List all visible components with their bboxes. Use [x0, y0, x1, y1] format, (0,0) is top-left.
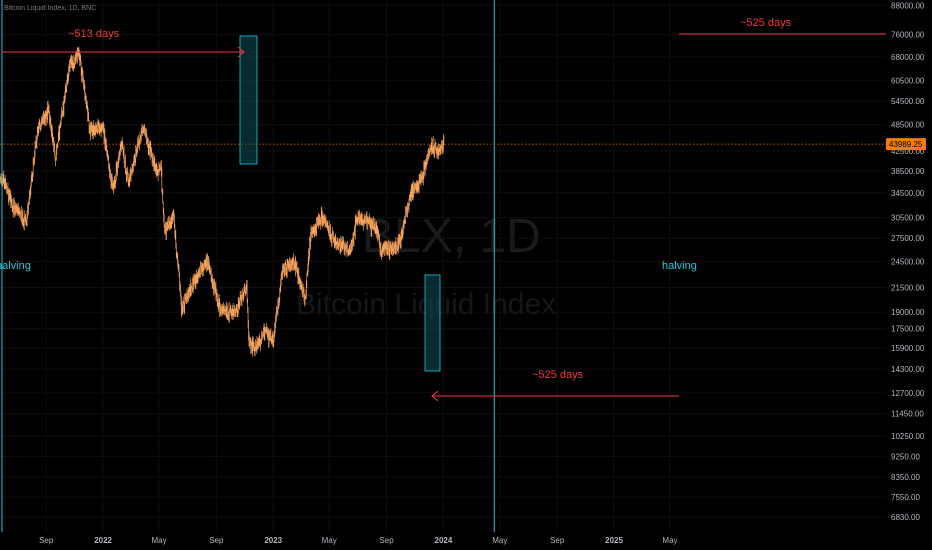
time-axis-ticks: Sep2021MaySep2022MaySep2023MaySep2024May… — [39, 536, 677, 545]
price-axis-tick-label: 27500.00 — [891, 234, 925, 243]
arrow-head-525-days-bottom — [431, 390, 439, 402]
price-axis-tick-label: 10250.00 — [891, 432, 925, 441]
halving-label-right: halving — [662, 260, 697, 272]
highlight-boxes — [239, 35, 441, 372]
price-axis-ticks: 88000.00 76000.00 68000.00 60500.00 54500.00… — [891, 1, 925, 522]
price-axis-tick-label: 11450.00 — [891, 410, 924, 419]
price-axis-tick-label: 24500.00 — [891, 257, 925, 266]
price-axis-tick-label: 14300.00 — [891, 365, 925, 374]
price-axis-tick-label: 6830.00 — [891, 513, 920, 522]
chart-header-title: Bitcoin Liquid Index, 1D, BNC — [4, 5, 96, 12]
time-axis-tick-label: May — [151, 536, 166, 545]
price-axis-tick-label: 68000.00 — [891, 53, 925, 62]
arrow-head-513-days — [237, 46, 245, 58]
price-axis-tick-label: 12700.00 — [891, 389, 925, 398]
price-axis-tick-label: 9250.00 — [891, 452, 920, 461]
price-axis-tick-label: 21500.00 — [891, 283, 925, 292]
time-axis-tick-label: Sep — [39, 536, 54, 545]
price-axis-tick-label: 7550.00 — [891, 493, 920, 502]
price-axis-tick-label: 8350.00 — [891, 473, 920, 482]
price-axis-tick-label: 88000.00 — [891, 1, 925, 10]
price-axis-tick-label: 34500.00 — [891, 189, 925, 198]
annotation-label-525-days-top: ~525 days — [740, 17, 792, 29]
time-axis[interactable]: Sep2021MaySep2022MaySep2023MaySep2024May… — [0, 532, 886, 550]
halving-label-left: halving — [0, 260, 31, 272]
current-price-tag-bg — [886, 138, 926, 151]
price-axis-tick-label: 60500.00 — [891, 76, 925, 85]
time-axis-tick-label: Sep — [379, 536, 394, 545]
time-axis-tick-label: May — [322, 536, 337, 545]
price-axis-tick-label: 15900.00 — [891, 344, 925, 353]
time-axis-tick-label: 2024 — [435, 536, 453, 545]
highlight-box-cycle-bottom — [424, 274, 441, 372]
price-axis-tick-label: 54500.00 — [891, 97, 925, 106]
time-axis-tick-label: 2023 — [264, 536, 282, 545]
price-axis-background — [886, 0, 932, 532]
price-axis-tick-label: 38500.00 — [891, 167, 925, 176]
price-axis-tick-label: 42500.00 — [891, 147, 925, 156]
time-axis-tick-label: May — [662, 536, 677, 545]
current-price-tag-text: 43989.25 — [889, 140, 923, 149]
time-axis-background — [0, 532, 886, 550]
price-axis-tick-label: 19000.00 — [891, 308, 925, 317]
annotation-label-525-days-bottom: ~525 days — [532, 369, 584, 381]
time-axis-tick-label: 2025 — [605, 536, 623, 545]
current-price-tag: 43989.25 — [886, 138, 926, 151]
price-axis-tick-label: 48500.00 — [891, 121, 925, 130]
highlight-box-cycle-top — [239, 35, 258, 165]
time-axis-tick-label: May — [492, 536, 507, 545]
price-axis-tick-label: 30500.00 — [891, 213, 925, 222]
time-axis-tick-label: 2022 — [94, 536, 112, 545]
annotation-label-513-days: ~513 days — [68, 28, 120, 40]
annotation-arrows — [2, 33, 886, 402]
price-axis[interactable]: 88000.00 76000.00 68000.00 60500.00 54500.00… — [886, 0, 932, 532]
halving-lines — [1, 0, 495, 532]
price-axis-tick-label: 17500.00 — [891, 325, 925, 334]
price-axis-tick-label: 76000.00 — [891, 31, 925, 40]
time-axis-tick-label: Sep — [550, 536, 565, 545]
candles — [0, 46, 445, 357]
time-axis-tick-label: Sep — [209, 536, 224, 545]
